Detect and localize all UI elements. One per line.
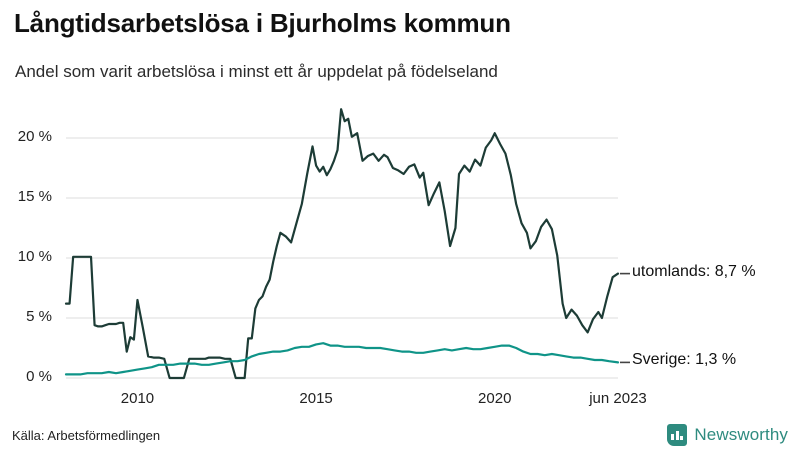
y-axis-tick-label: 5 % bbox=[26, 308, 52, 325]
series-line-sverige bbox=[64, 342, 620, 376]
x-axis-tick-label: jun 2023 bbox=[589, 390, 647, 407]
series-label-utomlands: utomlands: 8,7 % bbox=[632, 262, 756, 280]
x-axis-tick-label: 2015 bbox=[299, 390, 333, 407]
y-axis-tick-label: 10 % bbox=[17, 248, 52, 265]
y-axis-tick-label: 0 % bbox=[26, 368, 52, 385]
page-title: Långtidsarbetslösa i Bjurholms kommun bbox=[14, 8, 511, 38]
y-axis-tick-label: 20 % bbox=[17, 128, 52, 145]
series-line-utomlands bbox=[64, 108, 620, 380]
source-note: Källa: Arbetsförmedlingen bbox=[12, 428, 161, 443]
y-axis-tick-label: 15 % bbox=[17, 188, 52, 205]
page-subtitle: Andel som varit arbetslösa i minst ett å… bbox=[15, 62, 498, 81]
x-axis-tick-label: 2010 bbox=[120, 390, 155, 407]
newsworthy-logo[interactable]: Newsworthy bbox=[667, 424, 788, 446]
logo-label: Newsworthy bbox=[694, 425, 788, 444]
bar-chart-icon bbox=[667, 424, 688, 446]
x-axis-tick-label: 2020 bbox=[478, 390, 512, 407]
series-label-sverige: Sverige: 1,3 % bbox=[632, 351, 737, 369]
